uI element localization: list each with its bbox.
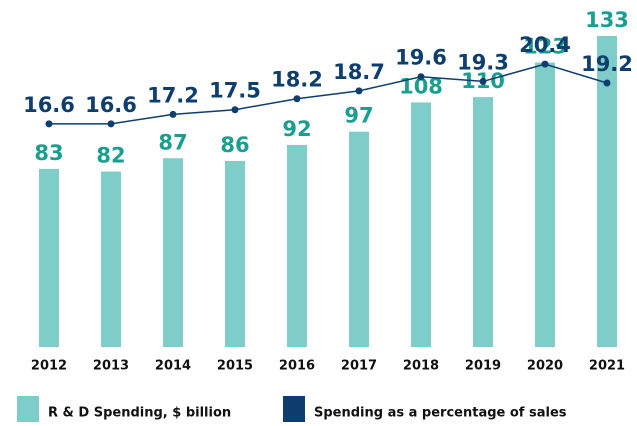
bar-value-label: 92 <box>282 117 311 141</box>
bar-value-label: 97 <box>344 104 373 128</box>
legend-swatch <box>283 396 305 422</box>
x-tick-label: 2021 <box>589 359 625 374</box>
line-value-label: 16.6 <box>85 93 137 117</box>
line-value-label: 17.5 <box>209 79 261 103</box>
line-point <box>417 73 425 81</box>
bar <box>597 35 617 347</box>
line-value-label: 20.4 <box>519 33 571 57</box>
x-tick-label: 2014 <box>155 359 191 374</box>
bar <box>535 62 555 347</box>
legend-swatch <box>17 396 39 422</box>
line-point <box>45 120 53 128</box>
bar <box>287 144 307 347</box>
bar-value-label: 133 <box>585 8 629 32</box>
x-tick-label: 2018 <box>403 359 439 374</box>
line-value-label: 19.3 <box>457 50 509 74</box>
line-value-label: 18.2 <box>271 68 323 92</box>
bar-value-label: 82 <box>96 144 125 168</box>
line-point <box>479 77 487 85</box>
bar-value-label: 86 <box>220 133 249 157</box>
line-value-label: 16.6 <box>23 93 75 117</box>
bar <box>163 158 183 347</box>
bar-value-label: 83 <box>34 141 63 165</box>
x-tick-label: 2019 <box>465 359 501 374</box>
legend-label: R & D Spending, $ billion <box>48 406 231 421</box>
bar <box>349 131 369 347</box>
bar <box>101 171 121 347</box>
line-point <box>541 60 549 68</box>
x-tick-label: 2016 <box>279 359 315 374</box>
line-point <box>231 106 239 114</box>
x-tick-label: 2020 <box>527 359 563 374</box>
legend-label: Spending as a percentage of sales <box>314 406 567 421</box>
x-tick-label: 2015 <box>217 359 253 374</box>
bar <box>473 97 493 347</box>
line-point <box>107 120 115 128</box>
bar <box>411 102 431 347</box>
line-point <box>355 87 363 95</box>
x-tick-label: 2013 <box>93 359 129 374</box>
line-value-label: 19.2 <box>581 52 633 76</box>
line-point <box>293 95 301 103</box>
line-point <box>603 79 611 87</box>
line-value-label: 18.7 <box>333 60 385 84</box>
x-tick-label: 2017 <box>341 359 377 374</box>
bar <box>39 168 59 347</box>
line-value-label: 17.2 <box>147 83 199 107</box>
line <box>49 63 608 125</box>
line-point <box>169 110 177 118</box>
bar-value-label: 87 <box>158 130 187 154</box>
x-tick-label: 2012 <box>31 359 67 374</box>
bar-value-label: 123 <box>523 35 567 59</box>
line-value-label: 19.6 <box>395 46 447 70</box>
bar <box>225 160 245 347</box>
